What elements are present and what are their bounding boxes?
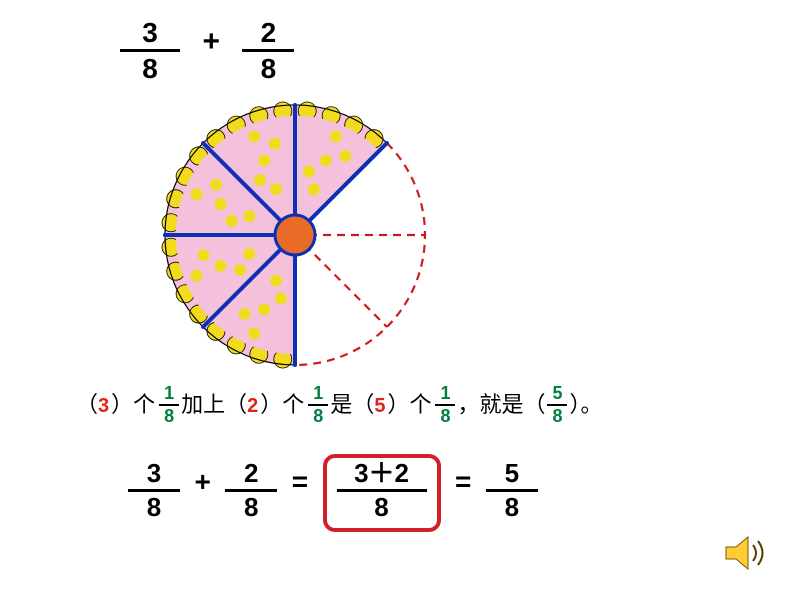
- equation-row: 3 8 + 2 8 = 3＋2 8 = 5 8: [128, 454, 538, 532]
- numerator: 3: [120, 18, 180, 47]
- text: ）个: [111, 392, 155, 417]
- text: ）。: [569, 392, 602, 417]
- fraction-1-8: 18: [435, 384, 455, 426]
- fraction-2-over-8: 2 8: [242, 18, 294, 84]
- fraction-1-8: 18: [308, 384, 328, 426]
- top-fraction-expression: 3 8 + 2 8: [120, 18, 294, 84]
- text: （: [76, 392, 98, 417]
- fraction-2-8: 2 8: [225, 460, 277, 522]
- fraction-3-over-8: 3 8: [120, 18, 180, 84]
- text: ）个: [260, 392, 304, 417]
- fraction-5-8: 58: [547, 384, 567, 426]
- fraction-5-8: 5 8: [486, 460, 538, 522]
- explanation-sentence: （3）个18加上（2）个18是（5）个18，就是（58）。: [76, 384, 603, 426]
- fraction-3-8: 3 8: [128, 460, 180, 522]
- fraction-bar: [242, 49, 294, 52]
- fraction-3plus2-8: 3＋2 8: [337, 460, 427, 522]
- text: 加上（: [181, 392, 247, 417]
- value-2: 2: [247, 395, 258, 417]
- plus-sign: +: [194, 466, 210, 498]
- value-5: 5: [374, 395, 385, 417]
- plus-sign: +: [202, 25, 220, 59]
- text: ，就是（: [457, 392, 545, 417]
- fraction-1-8: 18: [159, 384, 179, 426]
- text: 是（: [330, 392, 374, 417]
- sound-icon[interactable]: [724, 533, 770, 578]
- highlighted-step-box: 3＋2 8: [323, 454, 441, 532]
- text: ）个: [387, 392, 431, 417]
- denominator: 8: [120, 54, 180, 83]
- denominator: 8: [242, 54, 294, 83]
- fraction-bar: [120, 49, 180, 52]
- value-3: 3: [98, 395, 109, 417]
- equals-sign: =: [292, 466, 308, 498]
- equals-sign: =: [455, 466, 471, 498]
- numerator: 2: [242, 18, 294, 47]
- pizza-pie-diagram: [160, 100, 450, 385]
